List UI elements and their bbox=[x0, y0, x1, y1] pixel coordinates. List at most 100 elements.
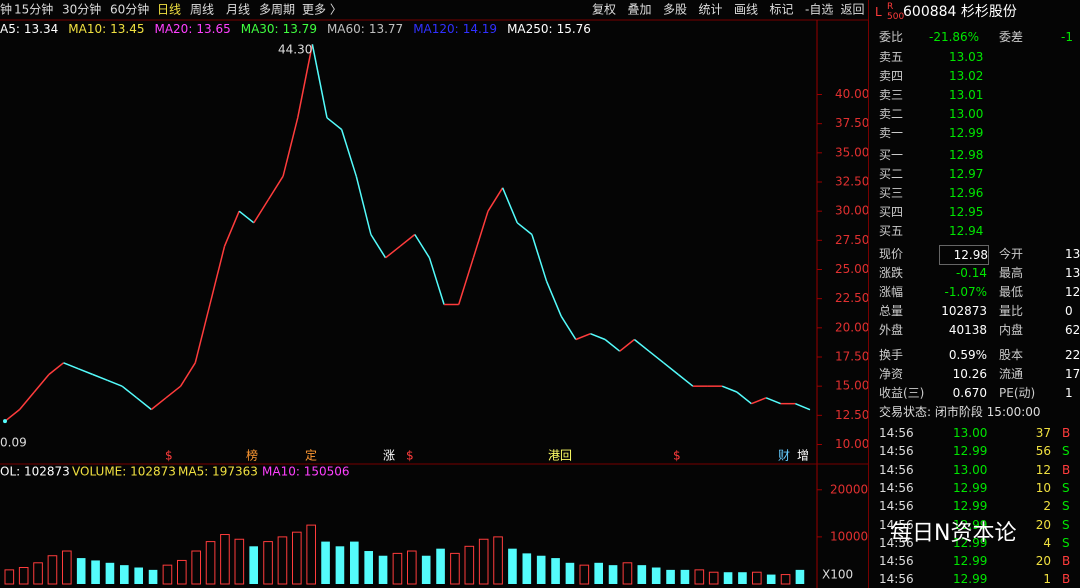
tool-button[interactable]: 复权 bbox=[592, 3, 616, 17]
period-button[interactable]: 月线 bbox=[226, 3, 250, 17]
value: 0.59% bbox=[948, 348, 987, 362]
event-marker: 涨 bbox=[383, 448, 395, 463]
flag: R bbox=[887, 2, 894, 12]
label: 卖五 bbox=[879, 50, 904, 64]
price-segment bbox=[253, 199, 270, 224]
tool-button[interactable]: 统计 bbox=[699, 3, 723, 17]
label: 委差 bbox=[999, 30, 1024, 44]
value: 0 bbox=[1065, 304, 1073, 318]
value: 12.98 bbox=[939, 245, 989, 265]
ma-legend: MA120: 14.19 bbox=[413, 22, 497, 36]
y-tick-label: 10.00 bbox=[835, 437, 868, 451]
price-segment bbox=[33, 374, 50, 393]
period-button[interactable]: 30分钟 bbox=[62, 2, 101, 17]
tick-time: 14:56 bbox=[879, 462, 914, 477]
volume-bar bbox=[191, 550, 201, 585]
volume-bar bbox=[364, 551, 373, 584]
tick-price: 12.99 bbox=[953, 517, 988, 532]
ma-value: 15.76 bbox=[557, 22, 591, 36]
value: 17 bbox=[1065, 367, 1080, 381]
volume-bar bbox=[450, 552, 460, 585]
tick-side: B bbox=[1062, 554, 1071, 569]
label: 涨幅 bbox=[879, 285, 904, 299]
volume-bar bbox=[134, 567, 143, 584]
high-annotation: 44.30 bbox=[278, 43, 312, 57]
tick-volume: 1 bbox=[1043, 572, 1051, 587]
period-button[interactable]: 15分钟 bbox=[14, 2, 53, 17]
volume-bar bbox=[220, 534, 230, 585]
price-segment bbox=[736, 391, 752, 405]
tick-time: 14:56 bbox=[879, 572, 914, 587]
tool-button[interactable]: 叠加 bbox=[628, 3, 652, 17]
ma-label: A5: bbox=[0, 22, 20, 36]
volume-bar bbox=[780, 574, 791, 585]
event-marker: $ bbox=[673, 449, 681, 463]
volume-bar bbox=[421, 555, 431, 584]
event-marker: $ bbox=[165, 449, 173, 463]
value: 10.26 bbox=[952, 367, 987, 381]
volume-bar bbox=[666, 569, 675, 584]
value: 62 bbox=[1065, 323, 1080, 337]
event-marker: 财 bbox=[778, 449, 790, 463]
tick-volume: 20 bbox=[1035, 554, 1051, 569]
ma-value: 14.19 bbox=[463, 22, 497, 36]
price-segment bbox=[677, 373, 694, 387]
y-tick-label: 27.50 bbox=[835, 233, 868, 247]
ma-value: 13.45 bbox=[110, 22, 144, 36]
sell-price: 12.99 bbox=[949, 126, 984, 140]
ma-label: MA250: bbox=[507, 22, 553, 36]
event-marker: 港回 bbox=[548, 449, 572, 463]
period-button[interactable]: 周线 bbox=[190, 3, 214, 17]
tick-volume: 56 bbox=[1035, 444, 1051, 459]
volume-legend: VOLUME: 102873 bbox=[72, 465, 176, 479]
tool-button[interactable]: 多股 bbox=[663, 3, 687, 17]
label: 买五 bbox=[879, 224, 904, 238]
price-segment bbox=[765, 397, 782, 405]
label: 卖四 bbox=[879, 69, 904, 83]
volume-bar bbox=[18, 567, 29, 585]
volume-bar bbox=[565, 562, 575, 584]
volume-bar bbox=[478, 538, 489, 585]
ma-value: 13.77 bbox=[369, 22, 403, 36]
tick-volume: 2 bbox=[1043, 499, 1051, 514]
period-button[interactable]: 60分钟 bbox=[110, 2, 149, 17]
price-segment bbox=[165, 385, 182, 399]
volume-bar bbox=[47, 555, 58, 585]
label: 卖二 bbox=[879, 107, 904, 121]
volume-bar bbox=[579, 564, 590, 585]
volume-bar bbox=[708, 571, 719, 585]
period-button[interactable]: 更多 〉 bbox=[302, 3, 342, 17]
tool-button[interactable]: 返回 bbox=[841, 3, 865, 17]
volume-legend: MA10: 150506 bbox=[262, 465, 350, 479]
price-segment bbox=[209, 245, 226, 305]
volume-bar bbox=[637, 565, 647, 584]
tick-price: 13.00 bbox=[953, 426, 988, 440]
tool-button[interactable]: 画线 bbox=[734, 3, 758, 17]
volume-bar bbox=[205, 541, 216, 585]
volume-bar bbox=[738, 572, 747, 584]
tool-button[interactable]: -自选 bbox=[805, 3, 833, 17]
volume-bar bbox=[277, 536, 288, 585]
label: 净资 bbox=[879, 367, 904, 381]
price-segment bbox=[194, 304, 211, 364]
buy-price: 12.95 bbox=[949, 205, 984, 219]
tool-button[interactable]: 标记 bbox=[770, 3, 794, 17]
period-button[interactable]: 日线 bbox=[157, 3, 181, 17]
price-segment bbox=[575, 332, 591, 341]
tick-price: 12.99 bbox=[953, 572, 988, 587]
period-button[interactable]: 多周期 bbox=[259, 3, 295, 17]
volume-bar bbox=[407, 550, 417, 585]
price-segment bbox=[545, 280, 562, 317]
sell-price: 13.02 bbox=[949, 69, 984, 83]
volume-bar bbox=[76, 558, 86, 584]
sell-price: 13.00 bbox=[949, 107, 984, 121]
tick-volume: 20 bbox=[1035, 517, 1051, 532]
value: 0.670 bbox=[952, 386, 987, 400]
low-annotation: 0.09 bbox=[0, 436, 27, 450]
tick-side: B bbox=[1062, 572, 1071, 587]
period-button[interactable]: 钟 bbox=[0, 2, 12, 17]
price-segment bbox=[590, 332, 606, 341]
volume-bar bbox=[4, 569, 15, 585]
label: 卖三 bbox=[879, 88, 904, 102]
price-segment bbox=[516, 222, 533, 236]
